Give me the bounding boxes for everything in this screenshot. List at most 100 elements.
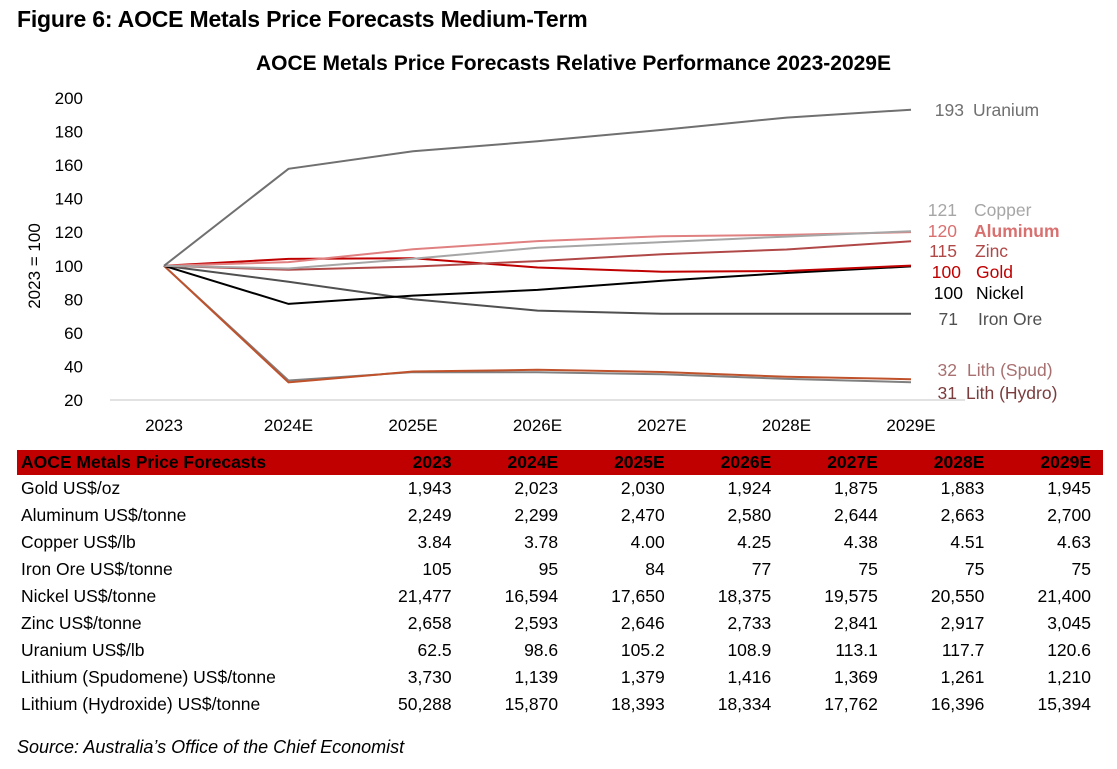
row-value: 2,917 <box>940 613 985 633</box>
row-value: 3,730 <box>407 667 452 687</box>
row-value: 95 <box>538 559 559 579</box>
row-value: 1,139 <box>514 667 559 687</box>
row-value: 2,593 <box>514 613 559 633</box>
table-header-year: 2029E <box>996 450 1103 475</box>
end-value-zinc: 115 <box>929 241 957 261</box>
row-value: 75 <box>1071 559 1091 579</box>
row-value: 2,580 <box>727 505 772 525</box>
end-value-lith-hydro: 31 <box>938 383 957 403</box>
series-line-gold <box>163 257 912 273</box>
series-line-uranium <box>163 108 912 267</box>
row-value: 1,416 <box>727 667 772 687</box>
end-value-iron-ore: 71 <box>939 309 958 329</box>
y-tick-label: 80 <box>64 290 83 309</box>
row-value: 84 <box>645 559 665 579</box>
row-value: 1,945 <box>1047 478 1091 498</box>
series-label-aluminum: Aluminum <box>974 221 1060 241</box>
end-value-uranium: 193 <box>935 100 964 120</box>
row-value: 1,379 <box>620 667 665 687</box>
row-value: 17,762 <box>824 694 878 714</box>
row-value: 3,045 <box>1047 613 1091 633</box>
row-value: 15,394 <box>1037 694 1091 714</box>
table-header-year: 2023 <box>357 450 464 475</box>
series-label-zinc: Zinc <box>975 241 1008 261</box>
row-value: 4.25 <box>737 532 772 552</box>
y-tick-label: 200 <box>55 89 83 108</box>
line-chart: 2023 = 100 20 40 60 80 100 120 140 160 180 200 20… <box>25 89 1060 435</box>
end-value-aluminum: 120 <box>928 221 957 241</box>
y-axis-ticks: 20 40 60 80 100 120 140 160 180 200 <box>55 89 83 410</box>
row-label: Copper US$/lb <box>21 532 136 552</box>
table-row: Lithium (Hydroxide) US$/tonne 50,288 15,87… <box>17 691 1103 718</box>
table-row: Lithium (Spudomene) US$/tonne 3,730 1,139 1… <box>17 664 1103 691</box>
row-value: 2,023 <box>514 478 559 498</box>
row-label: Lithium (Spudomene) US$/tonne <box>21 667 276 687</box>
y-tick-label: 160 <box>55 156 83 175</box>
y-tick-label: 100 <box>55 257 83 276</box>
series-label-lith-spud: Lith (Spud) <box>967 360 1053 380</box>
row-value: 18,393 <box>611 694 665 714</box>
end-value-gold: 100 <box>932 262 961 282</box>
row-value: 2,841 <box>834 613 878 633</box>
x-tick-label: 2026E <box>513 416 562 435</box>
series-line-iron-ore <box>163 264 911 315</box>
end-value-nickel: 100 <box>934 283 963 303</box>
table-row: Iron Ore US$/tonne 105 95 84 77 75 75 75 <box>17 556 1103 583</box>
y-tick-label: 140 <box>55 190 83 209</box>
row-value: 1,261 <box>940 667 985 687</box>
row-value: 2,700 <box>1047 505 1091 525</box>
row-value: 17,650 <box>611 586 665 606</box>
series-label-iron-ore: Iron Ore <box>978 309 1042 329</box>
end-value-lith-spud: 32 <box>938 360 957 380</box>
series-label-copper: Copper <box>974 200 1032 220</box>
table-row: Nickel US$/tonne 21,477 16,594 17,650 18,375… <box>17 583 1103 610</box>
row-value: 2,470 <box>620 505 665 525</box>
x-axis-ticks: 2023 2024E 2025E 2026E 2027E 2028E 2029E <box>145 416 936 435</box>
row-label: Iron Ore US$/tonne <box>21 559 173 579</box>
row-value: 15,870 <box>504 694 559 714</box>
y-tick-label: 40 <box>64 357 83 376</box>
series-line-aluminum <box>163 231 912 267</box>
row-value: 75 <box>858 559 878 579</box>
row-value: 4.38 <box>843 532 878 552</box>
table-header-year: 2026E <box>676 450 784 475</box>
table-header-row: AOCE Metals Price Forecasts 2023 2024E 2025… <box>17 450 1103 475</box>
table-row: Copper US$/lb 3.84 3.78 4.00 4.25 4.38 4.51 4.6… <box>17 529 1103 556</box>
end-value-copper: 121 <box>928 200 957 220</box>
row-value: 4.63 <box>1056 532 1091 552</box>
table-row: Gold US$/oz 1,943 2,023 2,030 1,924 1,875 1,88… <box>17 475 1103 502</box>
table-header-year: 2028E <box>889 450 997 475</box>
row-value: 2,249 <box>407 505 452 525</box>
table-row: Zinc US$/tonne 2,658 2,593 2,646 2,733 2,841 2… <box>17 610 1103 637</box>
row-label: Aluminum US$/tonne <box>21 505 187 525</box>
row-value: 2,299 <box>514 505 559 525</box>
series-line-copper <box>163 230 912 270</box>
row-value: 1,875 <box>834 478 878 498</box>
row-value: 3.78 <box>524 532 559 552</box>
series-label-uranium: Uranium <box>973 100 1039 120</box>
row-value: 18,375 <box>717 586 772 606</box>
row-value: 2,646 <box>620 613 665 633</box>
y-tick-label: 120 <box>55 223 83 242</box>
row-value: 1,210 <box>1047 667 1091 687</box>
table-body: Gold US$/oz 1,943 2,023 2,030 1,924 1,875 1,88… <box>17 475 1103 718</box>
x-tick-label: 2025E <box>388 416 437 435</box>
row-label: Gold US$/oz <box>21 478 121 498</box>
series-line-zinc <box>163 240 912 271</box>
row-value: 1,924 <box>727 478 772 498</box>
x-tick-label: 2029E <box>886 416 935 435</box>
series-line-lith-hydro <box>163 265 912 384</box>
y-tick-label: 180 <box>55 123 83 142</box>
row-value: 120.6 <box>1047 640 1091 660</box>
source-note: Source: Australia’s Office of the Chief … <box>17 737 405 757</box>
row-value: 113.1 <box>835 640 878 660</box>
row-value: 117.7 <box>941 640 985 660</box>
row-label: Nickel US$/tonne <box>21 586 157 606</box>
table-header-title: AOCE Metals Price Forecasts <box>17 450 357 475</box>
row-value: 1,369 <box>834 667 878 687</box>
series-label-lith-hydro: Lith (Hydro) <box>966 383 1057 403</box>
row-value: 105 <box>422 559 452 579</box>
table-header-year: 2027E <box>783 450 890 475</box>
row-value: 108.9 <box>727 640 772 660</box>
row-value: 4.51 <box>950 532 985 552</box>
